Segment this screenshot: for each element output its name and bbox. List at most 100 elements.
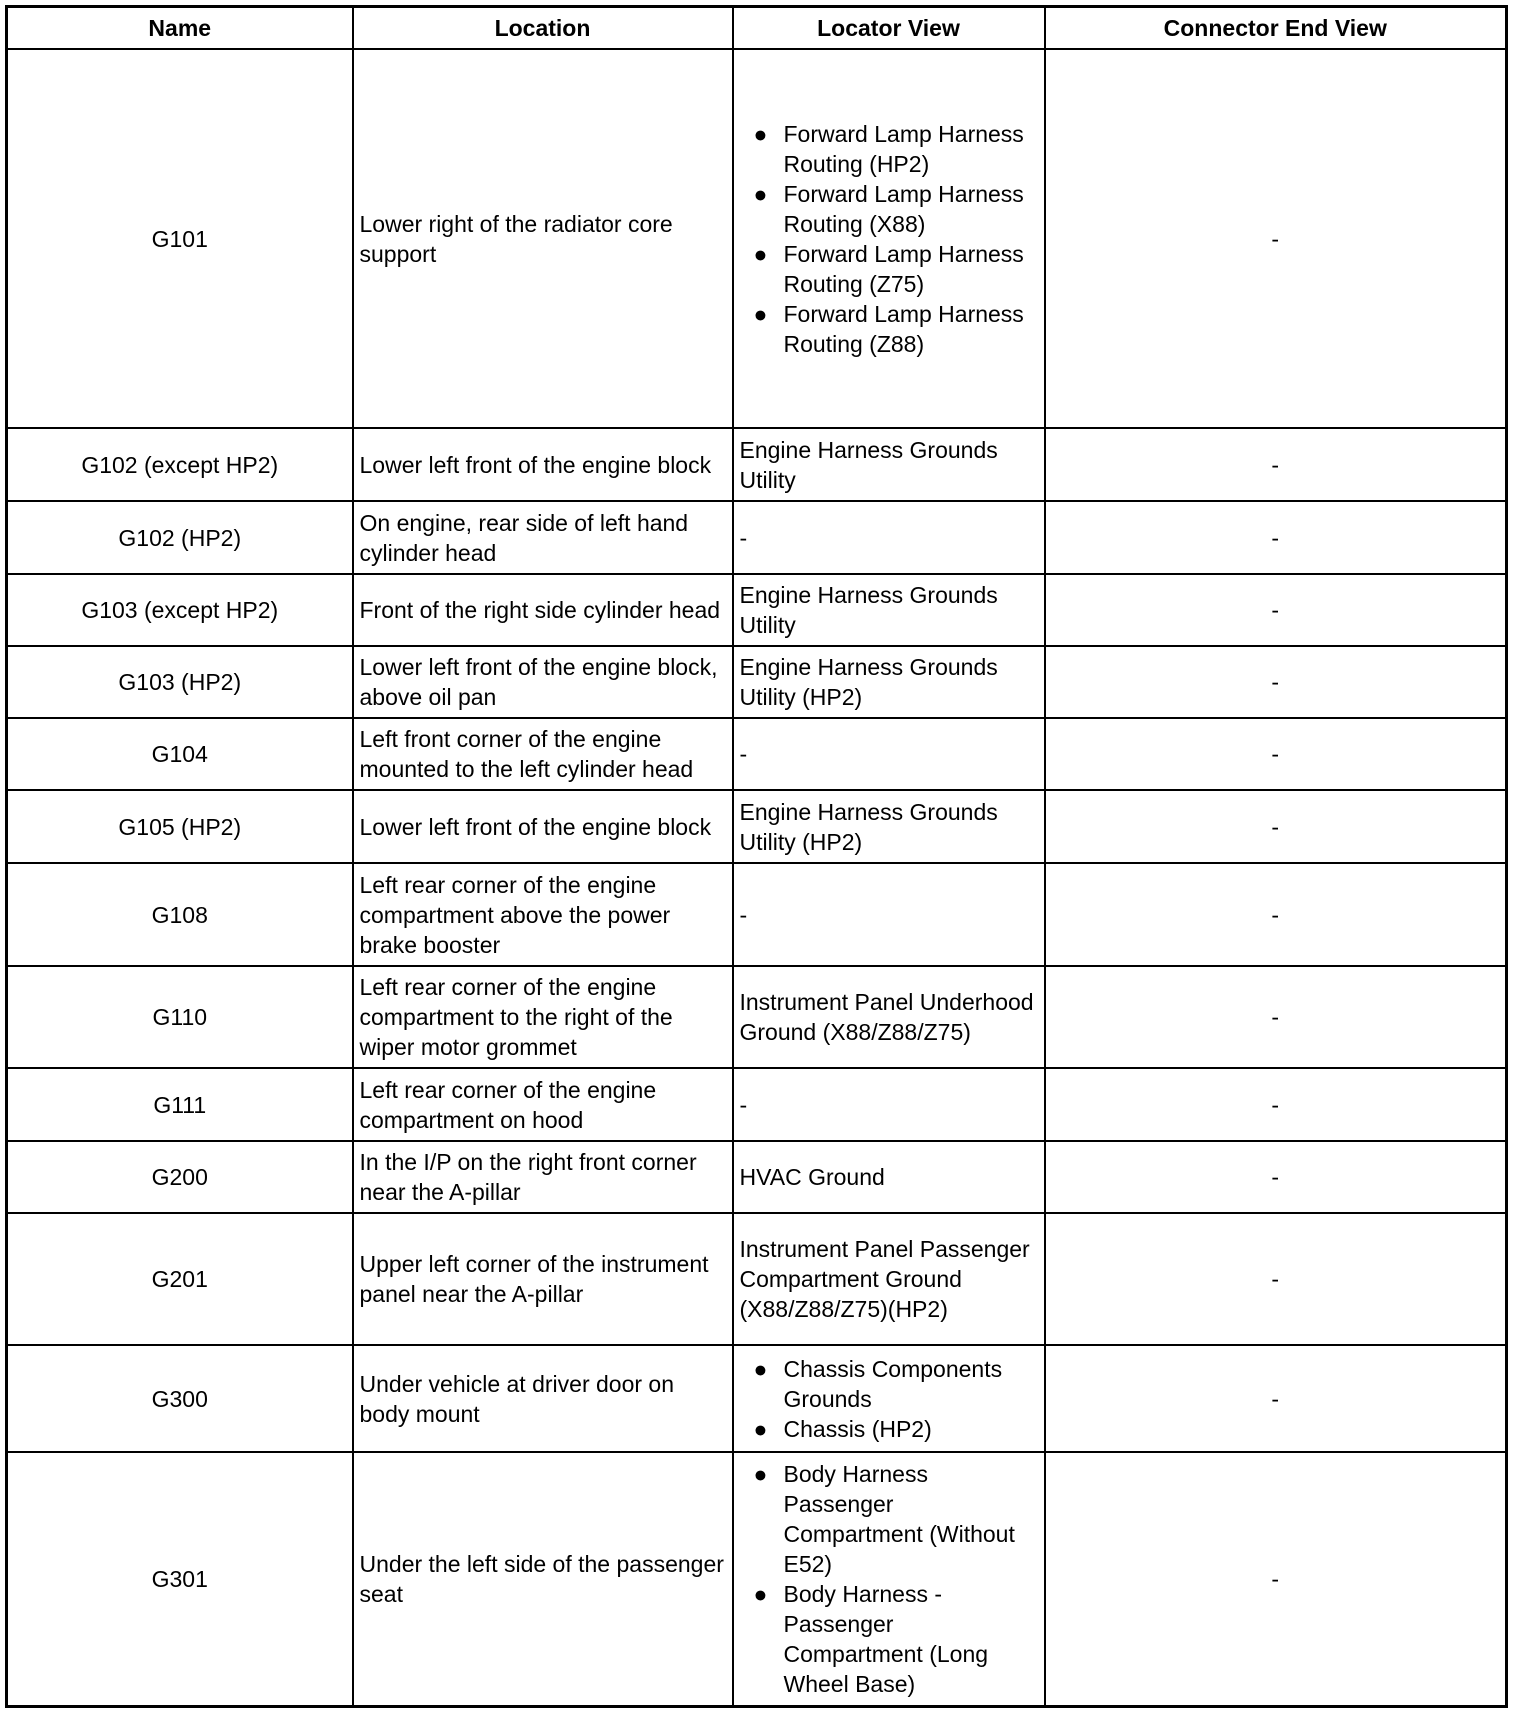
table-row: G201 Upper left corner of the instrument … xyxy=(5,1212,1508,1346)
locator-list: ● Chassis Components Grounds ● Chassis (HP2… xyxy=(740,1354,1038,1444)
locator-list-item: ● Forward Lamp Harness Routing (HP2) xyxy=(754,119,1038,179)
connector-end-view-cell: - xyxy=(1043,427,1508,502)
locator-list-item: ● Body Harness - Passenger Compartment (L… xyxy=(754,1579,1038,1699)
locator-link: Chassis Components Grounds xyxy=(783,1355,1003,1412)
locator-view-cell: Engine Harness Grounds Utility xyxy=(731,427,1046,502)
locator-view-cell: - xyxy=(731,717,1046,791)
name-cell: G102 (except HP2) xyxy=(5,427,354,502)
connector-end-view-cell: - xyxy=(1043,789,1508,864)
locator-list-item: ● Chassis Components Grounds xyxy=(754,1354,1038,1414)
bullet-icon: ● xyxy=(753,300,768,327)
locator-view-cell: - xyxy=(731,862,1046,967)
table-row: G300 Under vehicle at driver door on body… xyxy=(5,1344,1508,1453)
locator-list-item: ● Forward Lamp Harness Routing (Z88) xyxy=(754,299,1038,359)
name-cell: G111 xyxy=(5,1067,354,1142)
location-cell: Lower right of the radiator core support xyxy=(351,48,734,429)
name-cell: G108 xyxy=(5,862,354,967)
table-row: G103 (HP2) Lower left front of the engine… xyxy=(5,645,1508,719)
locator-link: Forward Lamp Harness Routing (Z75) xyxy=(783,240,1024,297)
locator-list-item: ● Forward Lamp Harness Routing (X88) xyxy=(754,179,1038,239)
name-cell: G103 (except HP2) xyxy=(5,573,354,647)
locator-link: Forward Lamp Harness Routing (Z88) xyxy=(783,300,1024,357)
connector-end-view-cell: - xyxy=(1043,717,1508,791)
locator-list-item: ● Chassis (HP2) xyxy=(754,1414,1038,1444)
header-locator-view: Locator View xyxy=(731,5,1046,50)
table-row: G101 Lower right of the radiator core sup… xyxy=(5,48,1508,429)
locator-view-cell: Instrument Panel Passenger Compartment G… xyxy=(731,1212,1046,1346)
location-cell: Left rear corner of the engine compartme… xyxy=(351,862,734,967)
table-row: G102 (except HP2) Lower left front of the… xyxy=(5,427,1508,502)
bullet-icon: ● xyxy=(753,1580,768,1607)
location-cell: Upper left corner of the instrument pane… xyxy=(351,1212,734,1346)
connector-end-view-cell: - xyxy=(1043,862,1508,967)
name-cell: G102 (HP2) xyxy=(5,500,354,575)
locator-view-cell: HVAC Ground xyxy=(731,1140,1046,1214)
table-row: G104 Left front corner of the engine moun… xyxy=(5,717,1508,791)
bullet-icon: ● xyxy=(753,1460,768,1487)
table-row: G200 In the I/P on the right front corner… xyxy=(5,1140,1508,1214)
locator-view-cell: - xyxy=(731,1067,1046,1142)
locator-link: Body Harness - Passenger Compartment (Lo… xyxy=(783,1580,989,1697)
name-cell: G110 xyxy=(5,965,354,1069)
connector-end-view-cell: - xyxy=(1043,645,1508,719)
header-row: Name Location Locator View Connector End… xyxy=(5,5,1508,50)
location-cell: Lower left front of the engine block xyxy=(351,789,734,864)
connector-end-view-cell: - xyxy=(1043,48,1508,429)
locator-view-cell: ● Body Harness Passenger Compartment (Wit… xyxy=(731,1451,1046,1707)
locator-list-item: ● Forward Lamp Harness Routing (Z75) xyxy=(754,239,1038,299)
table-row: G111 Left rear corner of the engine compa… xyxy=(5,1067,1508,1142)
locator-view-cell: - xyxy=(731,500,1046,575)
header-connector-end-view: Connector End View xyxy=(1043,5,1508,50)
connector-end-view-cell: - xyxy=(1043,1067,1508,1142)
table-row: G301 Under the left side of the passenger… xyxy=(5,1451,1508,1707)
connector-end-view-cell: - xyxy=(1043,1451,1508,1707)
location-cell: Front of the right side cylinder head xyxy=(351,573,734,647)
table-row: G105 (HP2) Lower left front of the engine… xyxy=(5,789,1508,864)
connector-end-view-cell: - xyxy=(1043,965,1508,1069)
connector-end-view-cell: - xyxy=(1043,1212,1508,1346)
locator-view-cell: Instrument Panel Underhood Ground (X88/Z… xyxy=(731,965,1046,1069)
name-cell: G201 xyxy=(5,1212,354,1346)
location-cell: Lower left front of the engine block, ab… xyxy=(351,645,734,719)
locator-view-cell: Engine Harness Grounds Utility (HP2) xyxy=(731,645,1046,719)
bullet-icon: ● xyxy=(753,120,768,147)
locator-link: Chassis (HP2) xyxy=(783,1415,932,1442)
connector-end-view-cell: - xyxy=(1043,1344,1508,1453)
bullet-icon: ● xyxy=(753,1355,768,1382)
locator-link: Forward Lamp Harness Routing (HP2) xyxy=(783,120,1024,177)
location-cell: Left front corner of the engine mounted … xyxy=(351,717,734,791)
connector-end-view-cell: - xyxy=(1043,1140,1508,1214)
locator-link: Forward Lamp Harness Routing (X88) xyxy=(783,180,1024,237)
location-cell: On engine, rear side of left hand cylind… xyxy=(351,500,734,575)
locator-view-cell: Engine Harness Grounds Utility (HP2) xyxy=(731,789,1046,864)
bullet-icon: ● xyxy=(753,240,768,267)
locator-list-item: ● Body Harness Passenger Compartment (Wit… xyxy=(754,1459,1038,1579)
connector-end-view-cell: - xyxy=(1043,500,1508,575)
location-cell: Lower left front of the engine block xyxy=(351,427,734,502)
bullet-icon: ● xyxy=(753,180,768,207)
table-row: G110 Left rear corner of the engine compa… xyxy=(5,965,1508,1069)
table-row: G108 Left rear corner of the engine compa… xyxy=(5,862,1508,967)
locator-list: ● Body Harness Passenger Compartment (Wit… xyxy=(740,1459,1038,1699)
locator-view-cell: ● Forward Lamp Harness Routing (HP2) ● Forw… xyxy=(731,48,1046,429)
locator-view-cell: ● Chassis Components Grounds ● Chassis (HP2… xyxy=(731,1344,1046,1453)
locator-list: ● Forward Lamp Harness Routing (HP2) ● Forw… xyxy=(740,119,1038,359)
header-location: Location xyxy=(351,5,734,50)
locator-link: Body Harness Passenger Compartment (With… xyxy=(783,1460,1015,1577)
header-name: Name xyxy=(5,5,354,50)
name-cell: G300 xyxy=(5,1344,354,1453)
name-cell: G103 (HP2) xyxy=(5,645,354,719)
ground-locations-table: Name Location Locator View Connector End… xyxy=(5,5,1508,1708)
location-cell: Left rear corner of the engine compartme… xyxy=(351,965,734,1069)
name-cell: G105 (HP2) xyxy=(5,789,354,864)
bullet-icon: ● xyxy=(753,1415,768,1442)
name-cell: G301 xyxy=(5,1451,354,1707)
location-cell: Left rear corner of the engine compartme… xyxy=(351,1067,734,1142)
name-cell: G200 xyxy=(5,1140,354,1214)
name-cell: G104 xyxy=(5,717,354,791)
table-row: G103 (except HP2) Front of the right side… xyxy=(5,573,1508,647)
location-cell: Under vehicle at driver door on body mou… xyxy=(351,1344,734,1453)
locator-view-cell: Engine Harness Grounds Utility xyxy=(731,573,1046,647)
location-cell: Under the left side of the passenger sea… xyxy=(351,1451,734,1707)
table-row: G102 (HP2) On engine, rear side of left h… xyxy=(5,500,1508,575)
